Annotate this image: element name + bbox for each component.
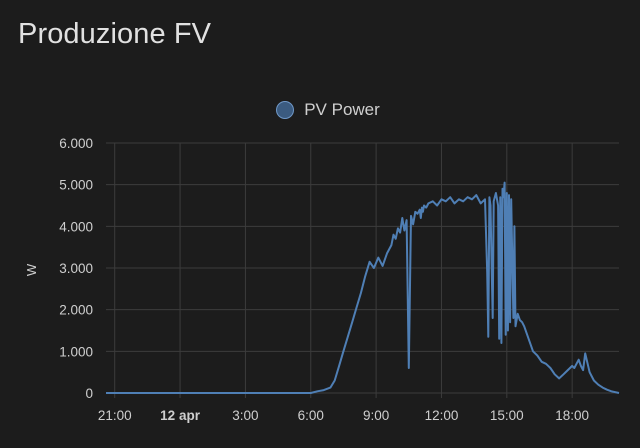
- y-tick-label: 6.000: [59, 136, 93, 151]
- x-tick-label: 3:00: [232, 408, 258, 423]
- x-tick-label: 12:00: [425, 408, 459, 423]
- y-axis-ticks: 0 1.000 2.000 3.000 4.000 5.000 6.000: [59, 136, 93, 401]
- x-tick-label: 21:00: [98, 408, 132, 423]
- legend-swatch: [276, 101, 295, 119]
- y-axis-label: W: [24, 263, 39, 276]
- x-tick-label: 9:00: [363, 408, 389, 423]
- x-axis-ticks: 21:00 12 apr 3:00 6:00 9:00 12:00 15:00 18:00: [98, 408, 589, 423]
- y-tick-label: 1.000: [59, 344, 93, 359]
- series-line-pv-power[interactable]: [106, 181, 620, 394]
- y-tick-label: 4.000: [59, 219, 93, 234]
- x-tick-label: 18:00: [555, 408, 589, 423]
- x-tick-label: 12 apr: [160, 408, 201, 423]
- legend-label: PV Power: [304, 100, 380, 119]
- chart-grid: [106, 142, 619, 398]
- y-tick-label: 0: [85, 386, 93, 401]
- x-tick-label: 6:00: [298, 408, 324, 423]
- x-tick-label: 15:00: [490, 408, 524, 423]
- y-tick-label: 3.000: [59, 261, 93, 276]
- y-tick-label: 2.000: [59, 303, 93, 318]
- y-tick-label: 5.000: [59, 178, 93, 193]
- series-group: [106, 181, 620, 394]
- chart-legend[interactable]: PV Power: [0, 100, 640, 120]
- card-title: Produzione FV: [18, 18, 212, 50]
